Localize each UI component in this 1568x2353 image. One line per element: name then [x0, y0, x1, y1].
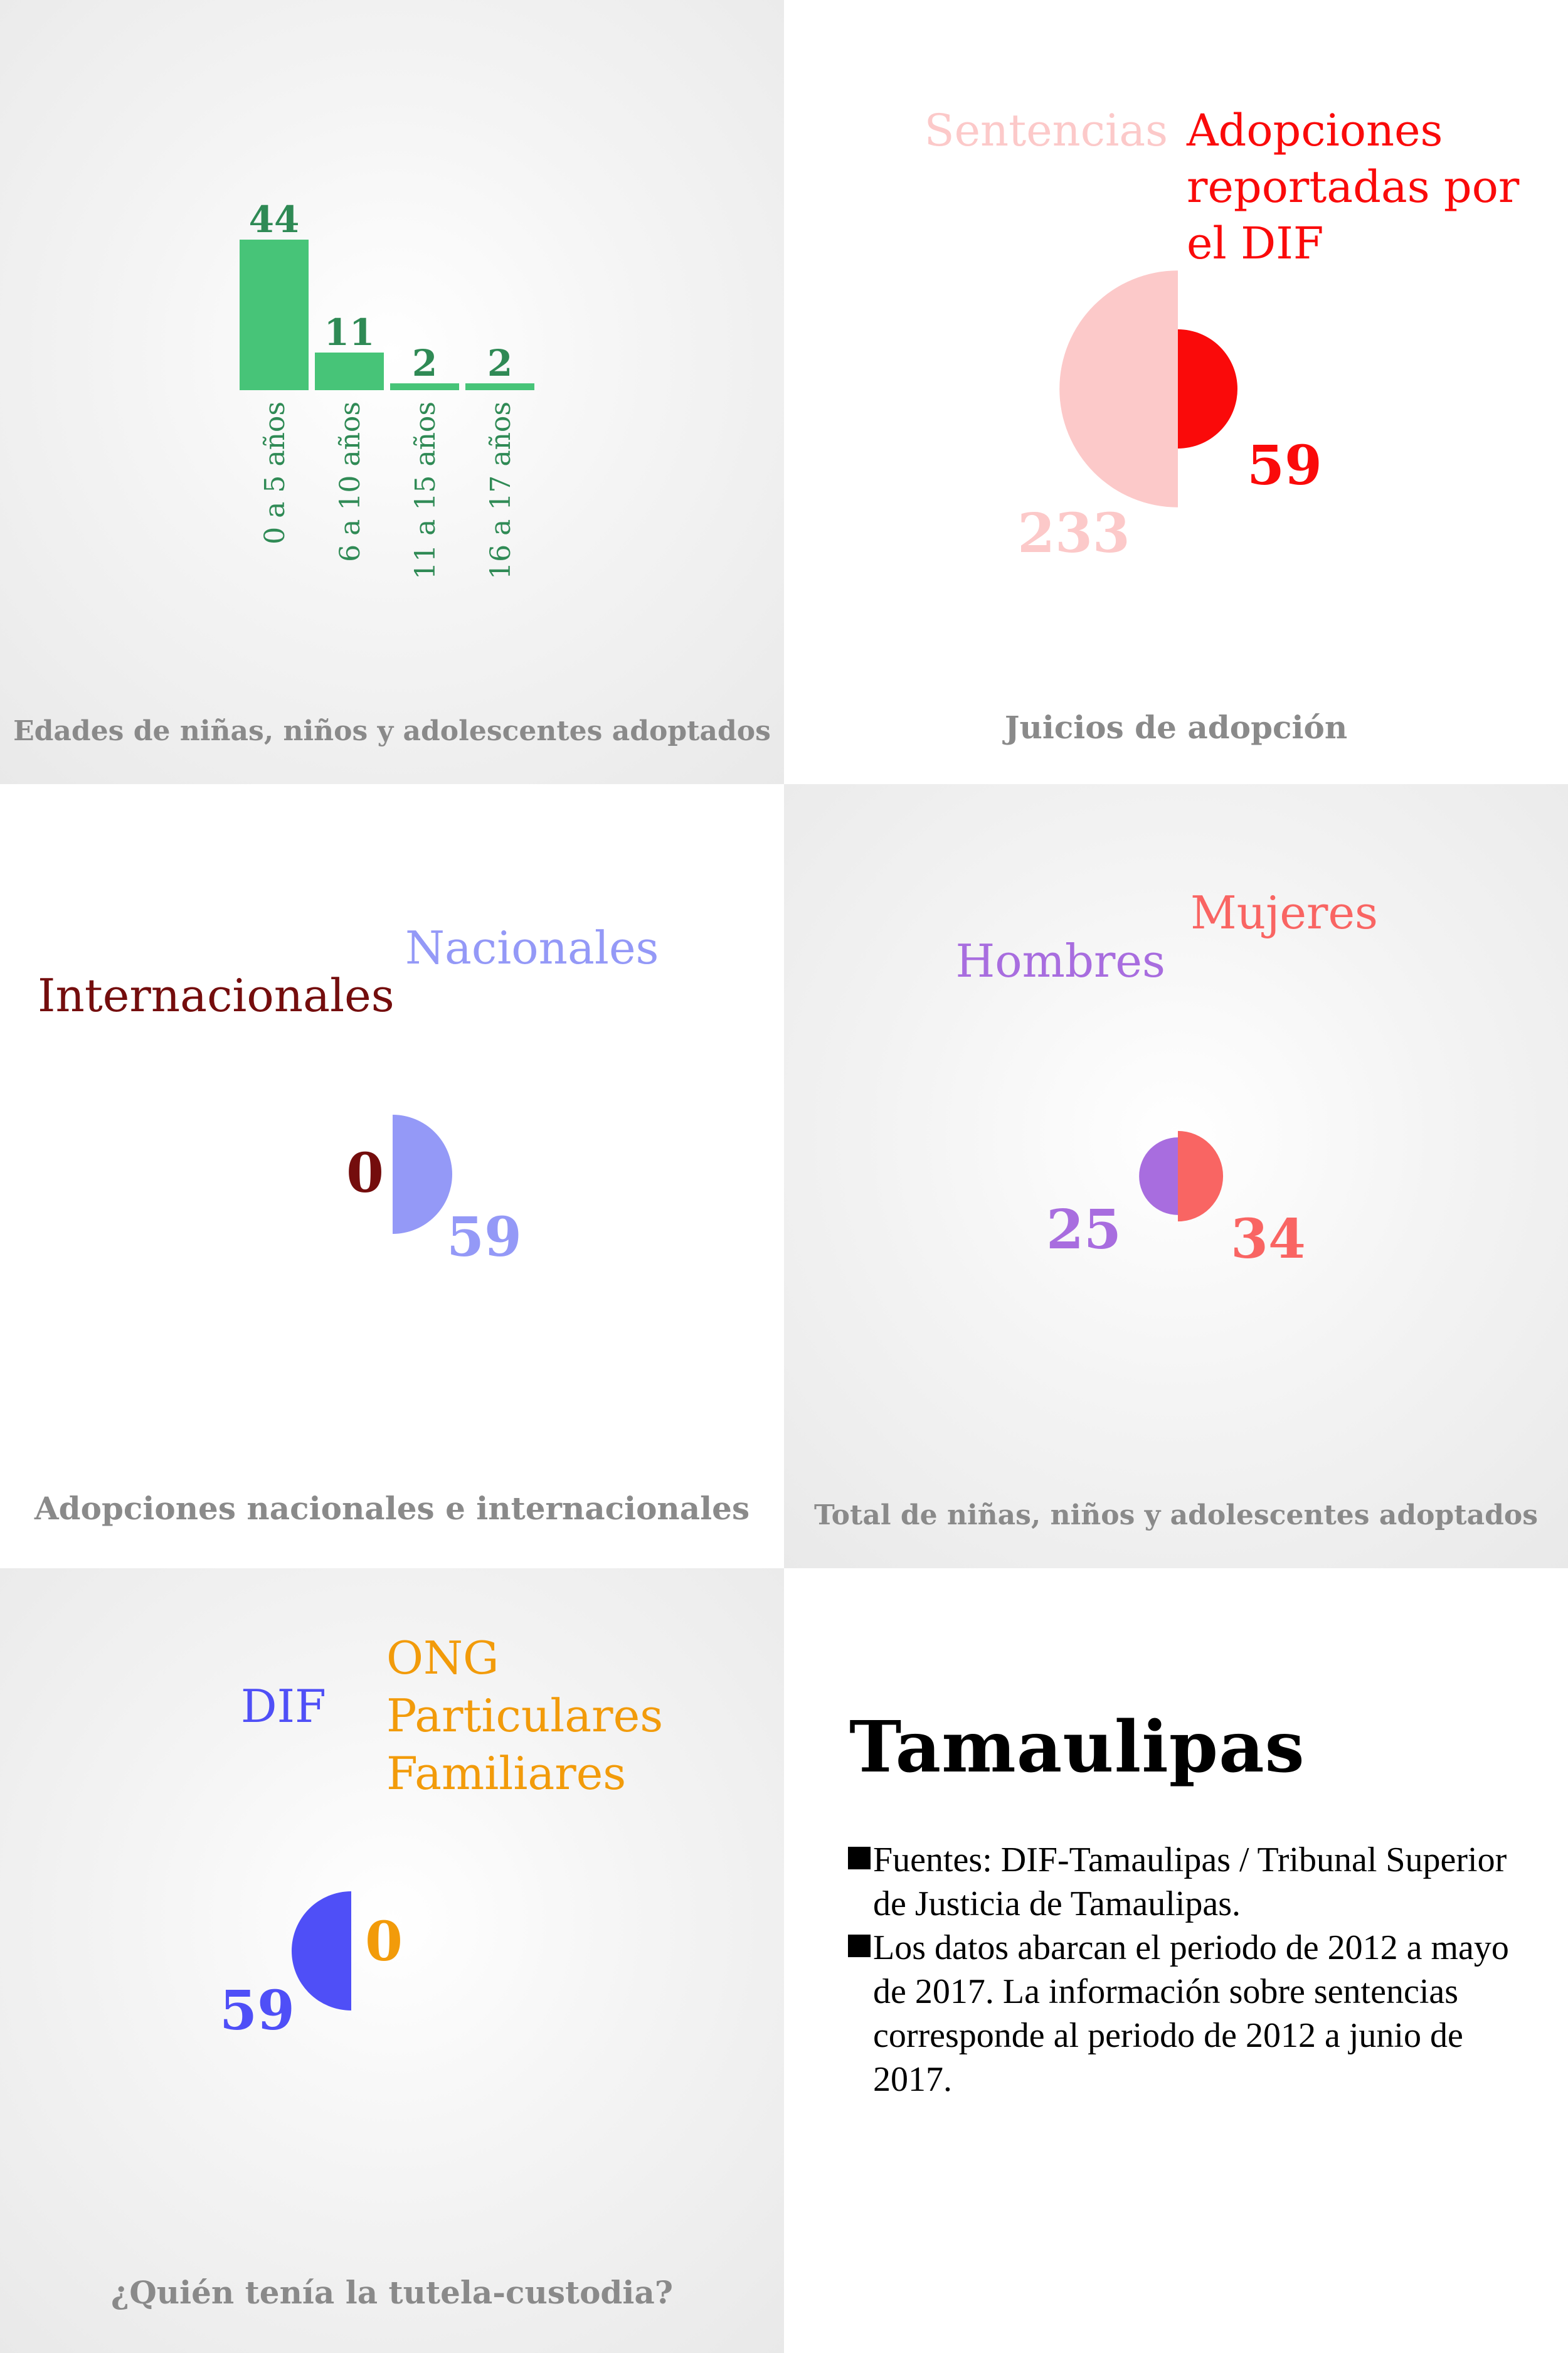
value-label-internacionales: 0 [346, 1142, 384, 1205]
note-text: Fuentes: DIF-Tamaulipas / Tribunal Super… [873, 1840, 1507, 1923]
legend-label-dif: DIF [241, 1680, 326, 1733]
bar-value-label: 44 [249, 198, 300, 241]
value-label-mujeres: 34 [1231, 1208, 1306, 1271]
trials-caption: Juicios de adopción [1004, 709, 1348, 746]
girls-half-circle [1178, 1130, 1224, 1222]
category-tick-label: 0 a 5 años [259, 401, 291, 544]
ages-panel: 44 0 a 5 años 11 6 a 10 años 2 11 a 15 años 2 1… [0, 0, 784, 784]
national-half-circle [393, 1115, 452, 1234]
bar-value-label: 2 [412, 342, 437, 385]
ages-caption: Edades de niñas, niños y adolescentes ad… [13, 715, 771, 747]
legend-label-sentencias: Sentencias [924, 105, 1168, 156]
value-label-hombres: 25 [1046, 1198, 1121, 1261]
bar [390, 383, 459, 390]
legend-label-dif: Adopciones [1186, 105, 1443, 156]
category-tick-label: 11 a 15 años [410, 401, 442, 580]
gender-caption: Total de niñas, niños y adolescentes ado… [813, 1499, 1538, 1531]
value-label-sentencias: 233 [1017, 502, 1130, 565]
ages-bar-chart: 44 0 a 5 años 11 6 a 10 años 2 11 a 15 años 2 1… [240, 198, 534, 580]
note-item: Fuentes: DIF-Tamaulipas / Tribunal Super… [848, 1838, 1513, 1926]
state-title: Tamaulipas [849, 1706, 1305, 1788]
dif-adoptions-half-circle [1178, 329, 1237, 449]
value-label-nacionales: 59 [447, 1206, 522, 1269]
custody-panel: DIF ONG Particulares Familiares 59 0 ¿Quién t… [0, 1568, 784, 2353]
legend-label-mujeres: Mujeres [1190, 886, 1378, 939]
square-bullet-icon [848, 1935, 871, 1957]
gender-half-circle-chart: Hombres Mujeres 25 34 [956, 886, 1379, 1271]
bar-value-label: 2 [487, 342, 512, 385]
info-panel: Tamaulipas Fuentes: DIF-Tamaulipas / Tri… [784, 1568, 1568, 2353]
dif-custody-half-circle [292, 1891, 351, 2010]
value-label-ong: 0 [365, 1910, 403, 1973]
value-label-dif: 59 [1247, 434, 1322, 497]
bar [240, 240, 309, 390]
legend-label-dif: el DIF [1187, 218, 1323, 269]
square-bullet-icon [848, 1847, 871, 1869]
legend-label-ong: Particulares [386, 1689, 663, 1742]
trials-panel: Sentencias Adopciones reportadas por el DIF… [784, 0, 1568, 784]
national-caption: Adopciones nacionales e internacionales [34, 1490, 750, 1527]
national-panel: Internacionales Nacionales 0 59 Adopciones … [0, 784, 784, 1568]
value-label-dif: 59 [220, 1979, 295, 2042]
legend-label-dif: reportadas por [1187, 161, 1520, 213]
gender-panel: Hombres Mujeres 25 34 Total de niñas, niños… [784, 784, 1568, 1568]
sentencias-half-circle [1059, 270, 1178, 507]
legend-label-nacionales: Nacionales [405, 922, 659, 974]
bar [465, 383, 534, 390]
category-tick-label: 16 a 17 años [485, 401, 517, 580]
boys-half-circle [1139, 1137, 1178, 1215]
custody-caption: ¿Quién tenía la tutela-custodia? [110, 2274, 674, 2311]
legend-label-hombres: Hombres [956, 935, 1165, 987]
category-tick-label: 6 a 10 años [334, 401, 366, 562]
note-item: Los datos abarcan el periodo de 2012 a m… [848, 1926, 1513, 2101]
bar [315, 353, 384, 390]
legend-label-ong: Familiares [386, 1747, 626, 1800]
bar-value-label: 11 [324, 311, 375, 354]
legend-label-ong: ONG [386, 1632, 499, 1684]
note-text: Los datos abarcan el periodo de 2012 a m… [873, 1928, 1509, 2099]
notes-list: Fuentes: DIF-Tamaulipas / Tribunal Super… [848, 1838, 1513, 2101]
legend-label-internacionales: Internacionales [38, 969, 395, 1022]
